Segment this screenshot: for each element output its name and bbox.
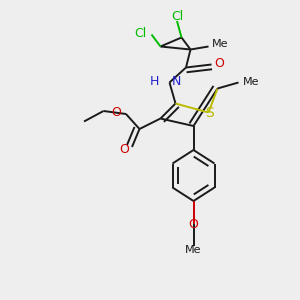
Text: Me: Me xyxy=(212,39,228,50)
Text: O: O xyxy=(112,106,122,119)
Text: Cl: Cl xyxy=(171,10,183,23)
Text: H: H xyxy=(150,75,160,88)
Text: Cl: Cl xyxy=(134,27,146,40)
Text: O: O xyxy=(120,143,130,156)
Text: O: O xyxy=(189,218,198,231)
Text: N: N xyxy=(172,75,181,88)
Text: Me: Me xyxy=(242,76,259,87)
Text: Me: Me xyxy=(185,244,202,255)
Text: O: O xyxy=(214,57,224,70)
Text: S: S xyxy=(205,106,214,120)
